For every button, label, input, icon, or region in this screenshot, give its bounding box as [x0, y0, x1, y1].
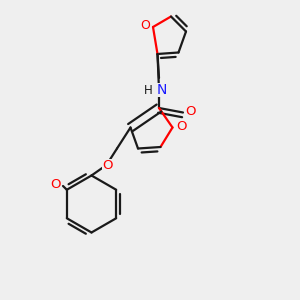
Text: O: O — [176, 120, 187, 134]
Text: N: N — [157, 83, 167, 97]
Text: O: O — [141, 19, 150, 32]
Text: O: O — [102, 159, 113, 172]
Text: H: H — [144, 83, 153, 97]
Text: O: O — [185, 105, 196, 118]
Text: O: O — [50, 178, 61, 191]
